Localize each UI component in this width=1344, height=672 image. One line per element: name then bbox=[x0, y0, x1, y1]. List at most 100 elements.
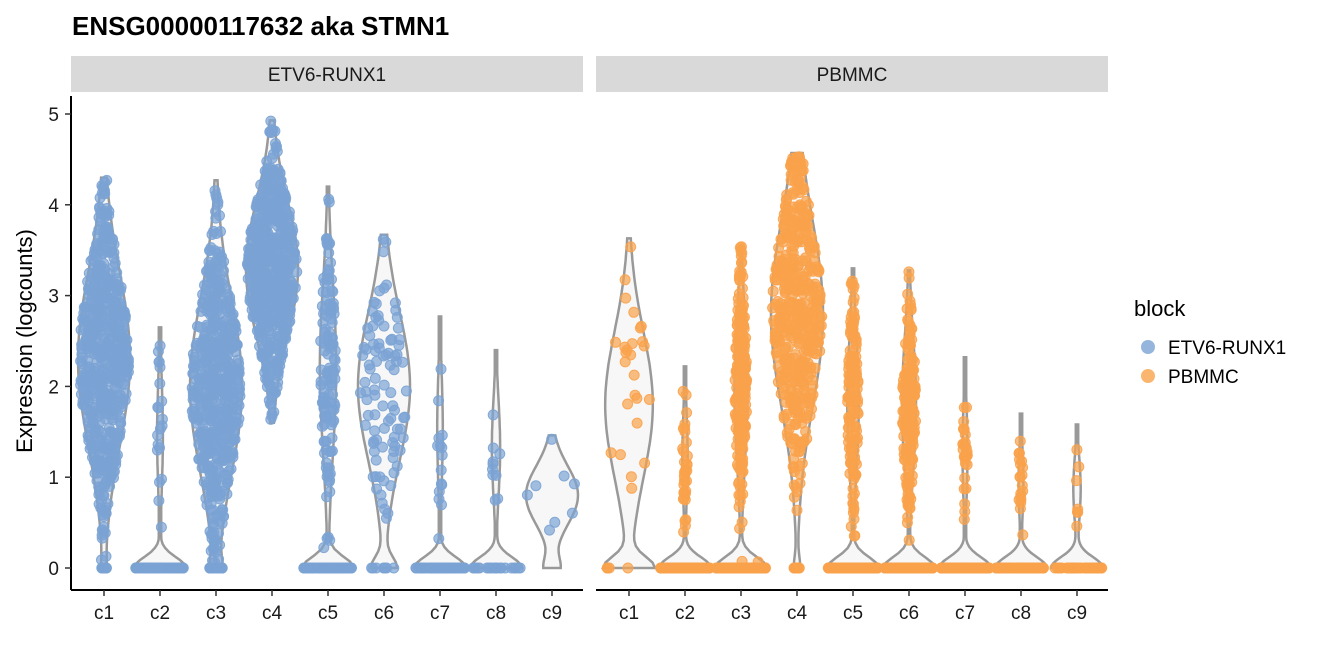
data-point bbox=[260, 179, 272, 191]
data-point bbox=[793, 391, 805, 402]
data-point bbox=[98, 511, 110, 523]
data-point bbox=[80, 369, 92, 381]
data-point bbox=[109, 437, 121, 449]
data-point bbox=[154, 442, 165, 454]
data-point bbox=[215, 425, 226, 436]
points-etv6-runx1-c2 bbox=[130, 340, 189, 574]
data-point bbox=[481, 562, 493, 574]
data-point bbox=[959, 429, 971, 441]
data-point bbox=[194, 375, 206, 387]
data-point bbox=[782, 364, 794, 376]
data-point bbox=[740, 377, 752, 388]
data-point bbox=[679, 474, 690, 486]
data-point bbox=[677, 443, 689, 455]
data-point bbox=[903, 266, 915, 278]
data-point bbox=[85, 440, 97, 452]
data-point bbox=[155, 521, 167, 533]
data-point bbox=[366, 562, 378, 574]
data-point bbox=[215, 259, 227, 271]
points-etv6-runx1-c4 bbox=[241, 115, 303, 425]
data-point bbox=[1016, 455, 1028, 467]
data-point bbox=[265, 210, 277, 222]
data-point bbox=[321, 287, 332, 298]
data-point bbox=[487, 409, 499, 421]
data-point bbox=[202, 355, 214, 367]
data-point bbox=[508, 562, 520, 574]
data-point bbox=[282, 267, 294, 279]
data-point bbox=[318, 418, 330, 430]
data-point bbox=[232, 396, 244, 408]
data-point bbox=[359, 419, 371, 431]
points-etv6-runx1-c9 bbox=[521, 433, 580, 536]
data-point bbox=[316, 300, 328, 312]
data-point bbox=[858, 562, 870, 574]
data-point bbox=[779, 354, 791, 366]
data-point bbox=[377, 246, 389, 258]
data-point bbox=[214, 490, 226, 502]
data-point bbox=[96, 349, 108, 361]
data-point bbox=[794, 477, 806, 489]
data-point bbox=[318, 337, 330, 349]
data-point bbox=[269, 387, 281, 399]
data-point bbox=[772, 267, 783, 278]
y-tick-label: 5 bbox=[48, 105, 59, 126]
legend-key-pbmmc bbox=[1141, 369, 1155, 383]
data-point bbox=[436, 442, 448, 454]
data-point bbox=[279, 228, 291, 240]
data-point bbox=[90, 369, 102, 381]
data-point bbox=[377, 441, 388, 453]
data-point bbox=[800, 426, 812, 438]
data-point bbox=[487, 458, 499, 470]
data-point bbox=[435, 464, 447, 476]
data-point bbox=[851, 406, 863, 418]
data-point bbox=[804, 410, 816, 422]
data-point bbox=[815, 320, 827, 332]
data-point bbox=[681, 465, 693, 477]
data-point bbox=[625, 471, 637, 483]
data-point bbox=[93, 259, 105, 271]
data-point bbox=[271, 260, 283, 272]
data-point bbox=[377, 400, 389, 412]
data-point bbox=[568, 478, 580, 490]
data-point bbox=[97, 220, 109, 232]
data-point bbox=[391, 311, 403, 323]
data-point bbox=[319, 323, 331, 335]
data-point bbox=[400, 385, 412, 397]
data-point bbox=[530, 480, 542, 492]
data-point bbox=[399, 411, 411, 423]
data-point bbox=[848, 395, 859, 407]
data-point bbox=[94, 307, 106, 318]
data-point bbox=[796, 457, 808, 469]
data-point bbox=[102, 291, 114, 303]
x-tick-label: c1 bbox=[94, 603, 114, 624]
data-point bbox=[487, 469, 499, 481]
data-point bbox=[204, 245, 215, 256]
data-point bbox=[797, 255, 809, 267]
data-point bbox=[788, 240, 800, 252]
data-point bbox=[392, 322, 404, 334]
data-point bbox=[79, 302, 91, 314]
data-point bbox=[664, 562, 676, 574]
data-point bbox=[108, 406, 120, 418]
data-point bbox=[959, 451, 971, 463]
data-point bbox=[786, 156, 797, 168]
data-point bbox=[154, 361, 166, 373]
data-point bbox=[908, 390, 920, 402]
data-point bbox=[89, 244, 101, 256]
data-point bbox=[781, 231, 793, 243]
data-point bbox=[846, 307, 858, 319]
data-point bbox=[358, 342, 370, 353]
x-tick-label: c3 bbox=[206, 603, 226, 624]
data-point bbox=[381, 562, 392, 574]
data-point bbox=[1071, 475, 1082, 487]
data-point bbox=[211, 280, 223, 291]
data-point bbox=[1055, 562, 1067, 574]
data-point bbox=[215, 407, 227, 419]
data-point bbox=[364, 363, 376, 375]
data-point bbox=[785, 418, 797, 430]
x-tick-label: c6 bbox=[899, 603, 919, 624]
data-point bbox=[544, 524, 555, 536]
data-point bbox=[799, 298, 811, 310]
data-point bbox=[795, 315, 807, 327]
data-point bbox=[90, 333, 102, 344]
